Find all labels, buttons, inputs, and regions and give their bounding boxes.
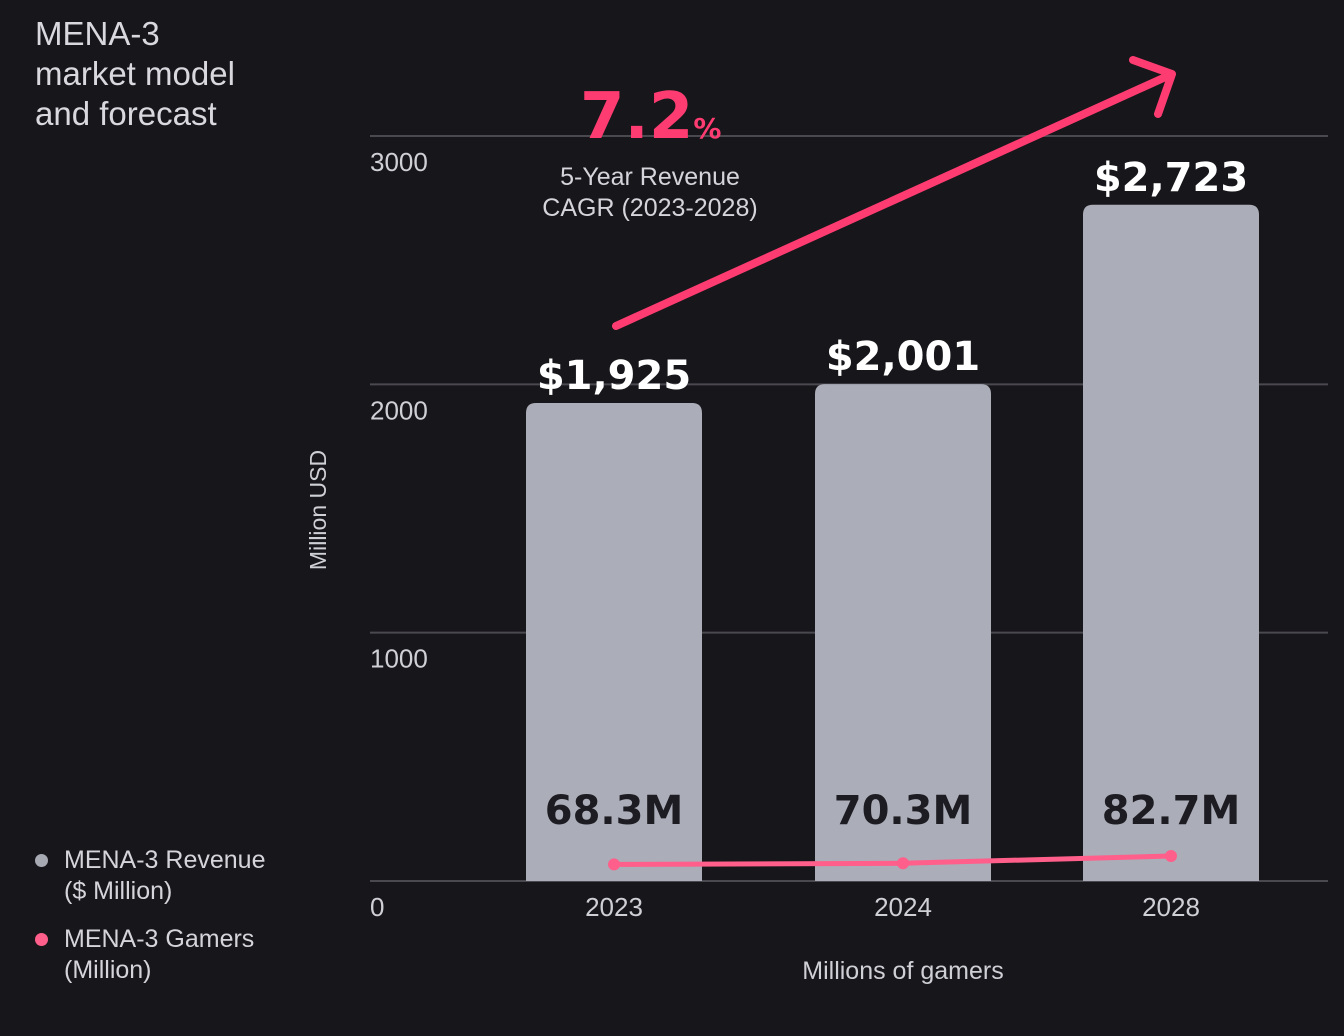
cagr-number: 7.2 xyxy=(580,80,693,154)
legend-dot-icon xyxy=(35,854,48,867)
y-tick-label-3000: 3000 xyxy=(370,147,428,177)
legend-label-gamers-line-1: MENA-3 Gamers xyxy=(64,925,255,953)
gamers-value-label-2028: 82.7M xyxy=(1102,788,1241,834)
gamers-point-2023 xyxy=(608,858,620,871)
gamers-point-2028 xyxy=(1165,850,1177,863)
bar-2023 xyxy=(526,402,702,881)
x-tick-label-2023: 2023 xyxy=(585,892,643,922)
y-axis-label: Million USD xyxy=(305,450,331,570)
revenue-labels: $1,925 $2,001 $2,723 xyxy=(537,155,1248,399)
x-tick-label-2024: 2024 xyxy=(874,892,932,922)
gamers-value-label-2023: 68.3M xyxy=(545,788,684,834)
y-axis-ticks: 0 1000 2000 3000 xyxy=(370,147,428,922)
cagr-caption-line-2: CAGR (2023-2028) xyxy=(542,194,757,222)
x-tick-label-2028: 2028 xyxy=(1142,892,1200,922)
cagr-caption-line-1: 5-Year Revenue xyxy=(560,163,740,191)
cagr-value: 7.2% xyxy=(580,80,721,154)
bar-value-label-2023: $1,925 xyxy=(537,353,691,399)
bar-2024 xyxy=(815,384,991,881)
cagr-annotation: 7.2% 5-Year Revenue CAGR (2023-2028) xyxy=(542,80,757,222)
y-tick-label-2000: 2000 xyxy=(370,395,428,425)
chart-title-line-3: and forecast xyxy=(35,95,217,132)
gamer-labels: 68.3M 70.3M 82.7M xyxy=(545,788,1241,834)
gamers-value-label-2024: 70.3M xyxy=(834,788,973,834)
legend-item-revenue: MENA-3 Revenue ($ Million) xyxy=(34,845,334,907)
x-axis-label: Millions of gamers xyxy=(802,957,1003,985)
chart-title: MENA-3 market model and forecast xyxy=(35,14,335,134)
trend-arrow-shaft xyxy=(612,71,1174,330)
legend-label-revenue-line-1: MENA-3 Revenue xyxy=(64,846,266,874)
bar-2028 xyxy=(1083,204,1259,881)
gamers-line xyxy=(608,850,1177,871)
legend-label-gamers-line-2: (Million) xyxy=(64,956,152,984)
cagr-unit: % xyxy=(693,112,721,145)
legend-label-revenue-line-2: ($ Million) xyxy=(64,877,173,905)
y-tick-label-0: 0 xyxy=(370,892,384,922)
x-axis-ticks: 2023 2024 2028 xyxy=(585,892,1200,922)
legend-dot-icon xyxy=(35,933,48,946)
legend: MENA-3 Revenue ($ Million) MENA-3 Gamers… xyxy=(34,845,334,1003)
bar-value-label-2024: $2,001 xyxy=(826,334,980,380)
legend-item-gamers: MENA-3 Gamers (Million) xyxy=(34,924,334,986)
trend-arrow-icon xyxy=(612,56,1176,330)
chart-title-line-1: MENA-3 xyxy=(35,15,160,52)
y-tick-label-1000: 1000 xyxy=(370,644,428,674)
revenue-bars xyxy=(526,204,1259,881)
gamers-point-2024 xyxy=(897,857,909,870)
chart-title-line-2: market model xyxy=(35,55,235,92)
trend-arrow-head xyxy=(1129,56,1176,118)
bar-value-label-2028: $2,723 xyxy=(1094,155,1248,201)
